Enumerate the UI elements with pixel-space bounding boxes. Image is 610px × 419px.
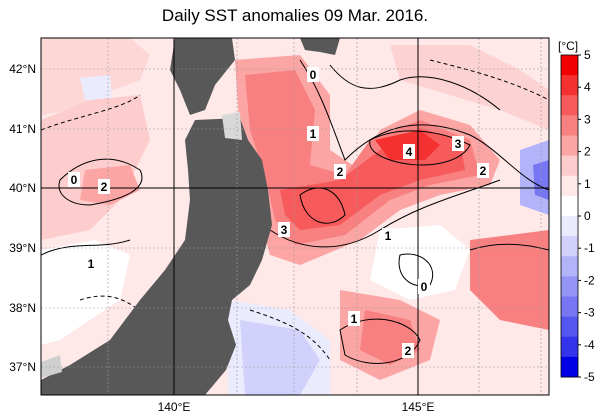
contour-label: 0 — [307, 67, 319, 82]
land-hokkaido-east — [300, 38, 340, 55]
warm-band-west — [41, 95, 150, 240]
colorbar-tick-label: -4 — [584, 338, 595, 352]
svg-text:3: 3 — [281, 223, 288, 237]
colorbar-tick-label: 1 — [584, 177, 591, 191]
colorbar-cell — [561, 75, 578, 96]
cold-patch-south-core — [240, 320, 320, 395]
contour-label: 2 — [477, 163, 489, 178]
colorbar-cell — [561, 195, 578, 217]
land-strait-light — [222, 112, 242, 140]
svg-text:2: 2 — [337, 165, 344, 179]
svg-text:4: 4 — [406, 145, 413, 159]
contour-label: 0 — [68, 172, 80, 187]
colorbar-cell — [561, 95, 578, 116]
contour-label: 2 — [334, 164, 346, 179]
colorbar-tick-label: -2 — [584, 273, 595, 287]
lat-lon-grid — [41, 38, 549, 395]
cold-patch-nw — [80, 75, 112, 100]
colorbar-unit: [°C] — [558, 39, 578, 53]
svg-text:1: 1 — [351, 312, 358, 326]
contour-label: 1 — [307, 126, 319, 141]
colorbar-cell — [561, 115, 578, 136]
lat-label: 41°N — [9, 122, 36, 136]
colorbar-cell — [561, 55, 578, 76]
contour-label: 4 — [403, 144, 415, 159]
colorbar-tick-label: 0 — [584, 209, 591, 223]
lat-label: 40°N — [9, 181, 36, 195]
svg-text:0: 0 — [310, 68, 317, 82]
colorbar-tick-label: 5 — [584, 48, 591, 62]
colorbar-cell — [561, 296, 578, 318]
contour-label: 2 — [98, 179, 110, 194]
neutral-patch-center — [370, 225, 470, 300]
lon-label: 140°E — [158, 400, 191, 414]
warm-region-east — [470, 230, 549, 330]
svg-text:0: 0 — [71, 173, 78, 187]
contour-label: 2 — [402, 343, 414, 358]
contour-label: 3 — [452, 136, 464, 151]
colorbar-cell — [561, 336, 578, 358]
contour-label: 1 — [85, 256, 97, 271]
colorbar-tick-label: 2 — [584, 145, 591, 159]
lon-axis-labels: 140°E 145°E — [158, 400, 435, 414]
colorbar-tick-label: -5 — [584, 370, 595, 384]
colorbar-cell — [561, 236, 578, 257]
colorbar-cell — [561, 155, 578, 177]
map-frame — [40, 37, 550, 396]
contour-label-group: 0 1 2 3 4 3 2 1 2 0 1 2 0 1 — [68, 67, 489, 358]
colorbar-tick-label: -1 — [584, 241, 595, 255]
dashed-contours — [41, 59, 549, 361]
colorbar-cell — [561, 276, 578, 297]
colorbar-cells — [561, 55, 578, 378]
map-title: Daily SST anomalies 09 Mar. 2016. — [161, 6, 429, 25]
colorbar-cell — [561, 316, 578, 338]
colorbar-tick-label: 3 — [584, 112, 591, 126]
svg-text:0: 0 — [421, 280, 428, 294]
lat-label: 39°N — [9, 241, 36, 255]
land-honshu — [41, 118, 272, 395]
anomaly-field — [41, 38, 549, 395]
svg-text:3: 3 — [455, 137, 462, 151]
svg-text:1: 1 — [310, 127, 317, 141]
contour-label: 0 — [418, 279, 430, 294]
svg-text:2: 2 — [405, 344, 412, 358]
contour-label: 1 — [348, 311, 360, 326]
svg-text:2: 2 — [101, 180, 108, 194]
warm-patch-ne — [390, 45, 549, 130]
colorbar: [°C] 5 4 3 2 1 0 -1 -2 -3 -4 -5 — [558, 39, 595, 384]
lat-label: 42°N — [9, 62, 36, 76]
svg-text:2: 2 — [480, 164, 487, 178]
colorbar-tick-label: 4 — [584, 80, 591, 94]
grid-major — [41, 38, 549, 395]
lat-label: 38°N — [9, 301, 36, 315]
colorbar-cell — [561, 256, 578, 277]
colorbar-ticks: 5 4 3 2 1 0 -1 -2 -3 -4 -5 — [578, 48, 595, 384]
svg-text:1: 1 — [385, 229, 392, 243]
land-noto-light — [41, 355, 62, 378]
contour-label: 3 — [278, 222, 290, 237]
contour-label: 1 — [382, 228, 394, 243]
svg-text:1: 1 — [88, 257, 95, 271]
colorbar-cell — [561, 216, 578, 237]
colorbar-tick-label: -3 — [584, 306, 595, 320]
lon-label: 145°E — [402, 400, 435, 414]
colorbar-cell — [561, 356, 578, 378]
colorbar-cell — [561, 135, 578, 157]
colorbar-cell — [561, 175, 578, 197]
land-hokkaido — [170, 38, 235, 115]
lat-axis-labels: 42°N 41°N 40°N 39°N 38°N 37°N — [9, 62, 36, 374]
lat-label: 37°N — [9, 360, 36, 374]
